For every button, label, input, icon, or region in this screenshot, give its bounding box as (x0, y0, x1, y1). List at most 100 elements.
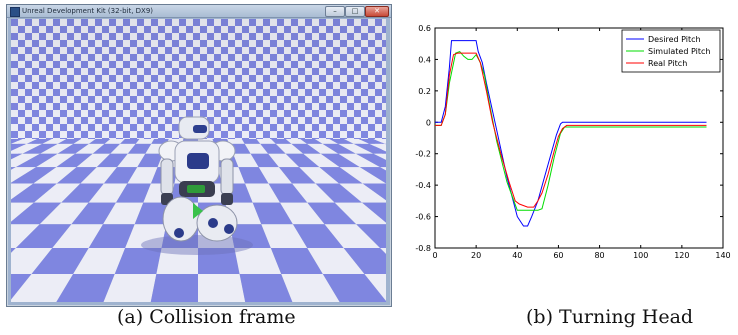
floor-tile (56, 167, 97, 184)
floor-tile (57, 143, 89, 154)
caption-left: (a) Collision frame (117, 306, 296, 328)
floor-tile (11, 139, 38, 144)
floor-tile (127, 167, 158, 184)
window-title: Unreal Development Kit (32-bit, DX9) (22, 7, 154, 15)
floor-tile (11, 139, 23, 144)
floor-tile (320, 153, 360, 168)
legend-label: Real Pitch (648, 59, 687, 68)
x-tick-label: 140 (715, 251, 730, 260)
floor-tile (15, 224, 72, 249)
floor-tile (285, 153, 320, 168)
floor-tile (11, 202, 62, 225)
floor-tile (11, 274, 32, 300)
y-tick-label: 0.6 (418, 24, 431, 33)
floor-tile (36, 153, 76, 168)
chart-legend: Desired Pitch Simulated Pitch Real Pitch (621, 29, 721, 73)
floor-tile (322, 143, 356, 154)
floor-tile (271, 139, 292, 144)
floor-tile (103, 167, 138, 184)
floor-tile (280, 202, 325, 225)
floor-tile (373, 153, 386, 160)
floor-tile (250, 153, 279, 168)
floor-tile (11, 274, 74, 302)
floor-tile (127, 143, 152, 154)
floor-tile (57, 139, 82, 144)
floor-tile (324, 224, 381, 249)
floor-tile (322, 274, 386, 302)
floor-tile (11, 153, 41, 168)
application-window: Unreal Development Kit (32-bit, DX9) – □… (6, 4, 392, 307)
floor-tile (268, 153, 300, 168)
floor-tile (380, 248, 386, 254)
floor-tile (104, 139, 125, 144)
floor-tile (260, 143, 286, 154)
floor-tile (103, 274, 157, 302)
floor-tile (22, 143, 58, 154)
floor-tile (42, 139, 67, 144)
floor-tile (275, 143, 304, 154)
x-tick-label: 20 (471, 251, 481, 260)
floor-tile (314, 139, 339, 144)
floor-tile (150, 274, 198, 302)
floor-tile (76, 153, 111, 168)
floor-tile (233, 153, 259, 168)
floor-tile (156, 248, 198, 275)
y-tick-label: 0 (426, 118, 431, 127)
floor-tile (11, 167, 57, 184)
floor-tile (291, 143, 321, 154)
floor-tile (134, 202, 171, 225)
floor-tile (292, 183, 335, 203)
floor-tile (11, 202, 34, 222)
floor-tile (234, 248, 282, 275)
floor-tile (319, 167, 363, 184)
floor-tile (315, 183, 363, 203)
floor-tile (88, 224, 135, 249)
floor-tile (343, 248, 386, 275)
floor-tile (11, 248, 16, 253)
close-button[interactable]: ✕ (365, 6, 389, 17)
window-titlebar[interactable]: Unreal Development Kit (32-bit, DX9) – □… (7, 5, 391, 18)
floor-tile (56, 153, 93, 168)
floor-tile (239, 274, 293, 302)
floor-tile (258, 167, 293, 184)
y-tick-label: 0.2 (418, 87, 431, 96)
floor-tile (88, 139, 111, 144)
floor-tile (11, 143, 43, 154)
floor-tile (338, 143, 374, 154)
floor-tile (355, 153, 386, 168)
y-tick-label: -0.6 (415, 213, 431, 222)
floor-tile (329, 139, 354, 144)
x-tick-label: 100 (633, 251, 648, 260)
minimize-button[interactable]: – (325, 6, 345, 17)
floor-tile (75, 143, 105, 154)
floor-tile (33, 183, 81, 203)
floor-tile (125, 224, 167, 249)
floor-tile (299, 167, 340, 184)
floor-tile (92, 143, 121, 154)
floor-tile (56, 274, 115, 302)
chart-axes: 0 20 40 60 80 100 120 140 -0.8 -0.6 -0.4 -0.2 0 0.2 0.… (415, 24, 730, 260)
x-tick-label: 120 (674, 251, 689, 260)
floor-tile (292, 224, 344, 249)
floor-tile (198, 248, 240, 275)
floor-tile (61, 183, 104, 203)
floor-tile (15, 153, 58, 168)
floor-tile (120, 139, 140, 144)
maximize-button[interactable]: □ (345, 6, 365, 17)
pitch-chart: 0 20 40 60 80 100 120 140 -0.8 -0.6 -0.4 -0.2 0 0.2 0.… (415, 24, 730, 260)
floor-tile (26, 139, 52, 144)
floor-tile (358, 139, 386, 144)
floor-tile (307, 248, 365, 275)
x-tick-label: 60 (553, 251, 563, 260)
floor-tile (135, 139, 155, 144)
floor-tile (40, 143, 74, 154)
floor-tile (362, 183, 386, 201)
floor-tile (307, 143, 339, 154)
3d-viewport[interactable] (11, 19, 386, 302)
floor-tile (380, 167, 386, 171)
floor-tile (33, 167, 77, 184)
floor-tile (115, 183, 151, 203)
floor-tile (281, 274, 340, 302)
floor-tile (338, 153, 381, 168)
floor-tile (103, 202, 144, 225)
